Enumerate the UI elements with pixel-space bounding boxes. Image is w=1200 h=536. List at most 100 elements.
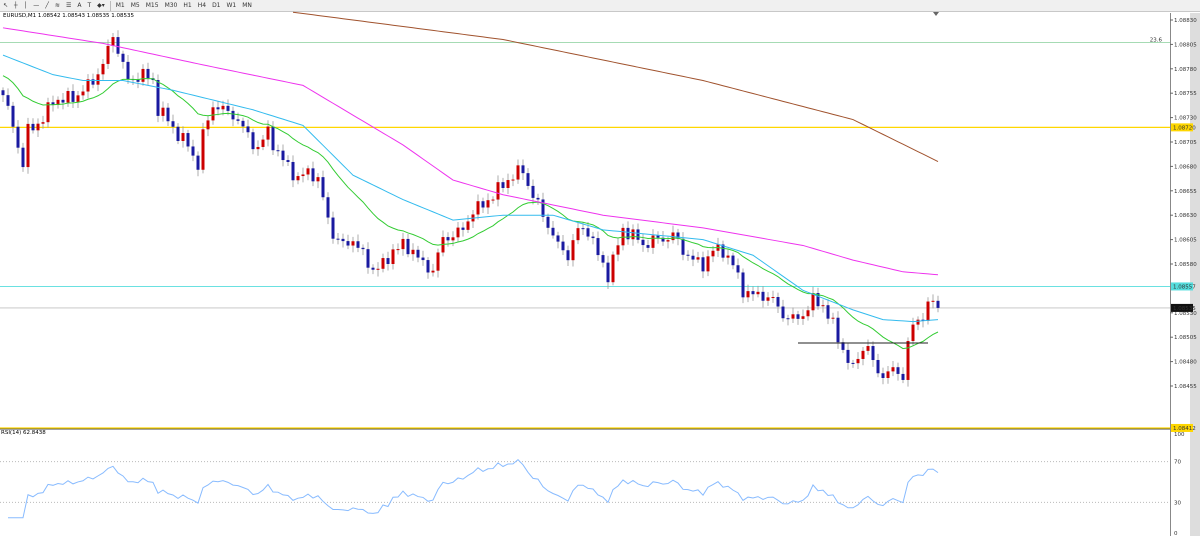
bull-candle [631, 229, 635, 240]
bull-candle [711, 250, 715, 257]
bear-candle [736, 265, 740, 273]
bear-candle [676, 232, 680, 239]
bear-candle [836, 317, 840, 343]
bull-candle [906, 341, 910, 380]
bear-candle [366, 249, 370, 268]
bear-candle [536, 197, 540, 200]
bear-candle [826, 305, 830, 319]
bear-candle [311, 168, 315, 182]
bear-candle [191, 146, 195, 156]
timeframe-h4[interactable]: H4 [197, 2, 207, 9]
price-axis-marker [1171, 303, 1193, 312]
bear-candle [321, 177, 325, 198]
price-tick-label: 1.08655 [1174, 189, 1197, 195]
bull-candle [301, 174, 305, 177]
timeframe-m15[interactable]: M15 [145, 2, 159, 9]
shapes-icon[interactable]: ◆▾ [97, 2, 105, 9]
cursor-icon[interactable]: ↖ [3, 2, 9, 9]
bull-candle [576, 228, 580, 241]
bull-candle [746, 291, 750, 298]
trendline-icon[interactable]: ╱ [45, 2, 49, 9]
timeframe-m5[interactable]: M5 [130, 2, 140, 9]
bull-candle [666, 240, 670, 242]
bear-candle [16, 126, 20, 148]
price-axis-marker-label: 1.08412 [1173, 426, 1196, 432]
bear-candle [626, 227, 630, 240]
fibonacci-icon[interactable]: ≋ [54, 2, 60, 9]
bear-candle [896, 367, 900, 374]
label-icon[interactable]: T [87, 2, 92, 9]
bear-candle [386, 258, 390, 264]
bear-candle [901, 373, 905, 380]
price-axis-marker [1171, 423, 1193, 432]
bear-candle [566, 250, 570, 261]
bull-candle [806, 310, 810, 317]
chart-shift-marker-icon [933, 12, 939, 16]
bear-candle [421, 257, 425, 261]
bear-candle [341, 238, 345, 242]
bull-candle [161, 107, 165, 116]
bull-candle [46, 102, 50, 123]
bull-candle [466, 221, 470, 230]
bear-candle [6, 95, 10, 106]
vertical-line-icon[interactable]: │ [23, 2, 28, 9]
bear-candle [731, 255, 735, 266]
separator [109, 0, 111, 11]
channel-icon[interactable]: ☰ [65, 2, 72, 9]
bull-candle [221, 105, 225, 110]
timeframe-m30[interactable]: M30 [164, 2, 178, 9]
price-tick-label: 1.08705 [1174, 140, 1197, 146]
rsi-tick-label: 30 [1174, 500, 1181, 506]
bear-candle [251, 132, 255, 150]
price-tick-label: 1.08805 [1174, 42, 1197, 48]
bear-candle [271, 126, 275, 151]
bull-candle [391, 249, 395, 264]
timeframe-m1[interactable]: M1 [115, 2, 125, 9]
toolbar: ↖ ┼ │ — ╱ ≋ ☰ A T ◆▾ M1 M5 M15 M30 H1 H4 D1 W1 MN [0, 0, 1200, 12]
bear-candle [406, 238, 410, 255]
bull-candle [26, 123, 30, 168]
price-axis-marker-label: 1.08720 [1173, 125, 1196, 131]
vertical-scrollbar[interactable] [1190, 13, 1200, 536]
price-axis-marker-label: 1.08557 [1173, 284, 1196, 290]
price-tick-label: 1.08530 [1174, 311, 1197, 317]
bear-candle [91, 79, 95, 85]
bull-candle [791, 314, 795, 319]
bull-candle [96, 74, 100, 85]
horizontal-line-icon[interactable]: — [33, 2, 40, 9]
bear-candle [596, 238, 600, 256]
bear-candle [416, 249, 420, 258]
moving-average-line [292, 11, 939, 162]
timeframe-d1[interactable]: D1 [212, 2, 221, 9]
bull-candle [396, 249, 400, 251]
price-tick-label: 1.08730 [1174, 116, 1197, 122]
bear-candle [166, 107, 170, 122]
rsi-tick-label: 100 [1174, 432, 1185, 438]
bull-candle [351, 241, 355, 246]
price-tick-label: 1.08605 [1174, 238, 1197, 244]
bear-candle [641, 239, 645, 246]
bear-candle [541, 199, 545, 217]
price-axis-marker [1171, 282, 1193, 291]
bull-candle [926, 301, 930, 321]
bear-candle [196, 155, 200, 170]
timeframe-w1[interactable]: W1 [226, 2, 237, 9]
price-axis-marker [1171, 123, 1193, 132]
timeframe-h1[interactable]: H1 [183, 2, 192, 9]
bear-candle [31, 123, 35, 131]
bull-candle [706, 256, 710, 272]
bull-candle [81, 91, 85, 96]
crosshair-icon[interactable]: ┼ [14, 2, 18, 9]
text-icon[interactable]: A [77, 2, 82, 9]
bear-candle [881, 373, 885, 378]
timeframe-mn[interactable]: MN [242, 2, 252, 9]
bear-candle [246, 126, 250, 133]
price-tick-label: 1.08830 [1174, 18, 1197, 24]
bear-candle [936, 300, 940, 308]
bull-candle [916, 319, 920, 325]
bull-candle [76, 95, 80, 102]
price-tick-label: 1.08455 [1174, 384, 1197, 390]
bull-candle [101, 63, 105, 75]
bull-candle [866, 346, 870, 351]
